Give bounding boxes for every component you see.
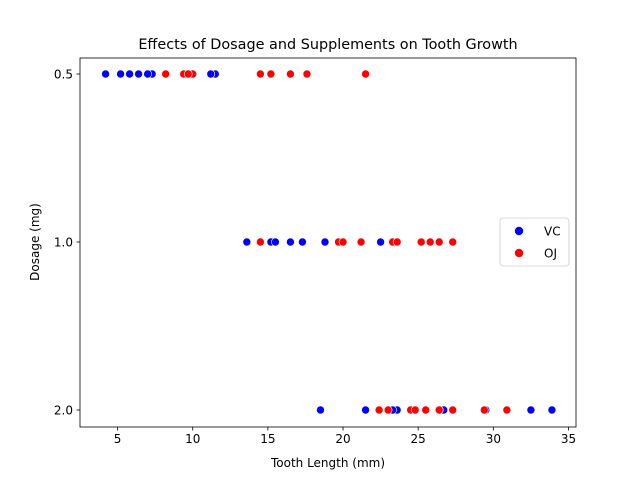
data-point-vc bbox=[298, 237, 307, 247]
data-point-oj bbox=[480, 405, 489, 415]
data-point-vc bbox=[316, 405, 325, 415]
data-point-vc bbox=[526, 405, 536, 415]
data-point-oj bbox=[374, 405, 384, 415]
data-point-vc bbox=[125, 69, 134, 79]
x-tick-label: 5 bbox=[114, 432, 122, 446]
axis-ticks: 5 10 15 20 25 30 35 0.5 1.0 2.0 bbox=[54, 68, 576, 447]
data-point-vc bbox=[206, 69, 216, 79]
x-tick-label: 20 bbox=[335, 432, 350, 446]
data-point-oj bbox=[361, 69, 370, 79]
data-point-oj bbox=[421, 405, 430, 415]
series-oj bbox=[161, 69, 512, 415]
data-point-oj bbox=[448, 405, 458, 415]
data-point-oj bbox=[256, 69, 265, 79]
data-point-oj bbox=[416, 237, 426, 247]
data-point-vc bbox=[116, 69, 125, 79]
data-point-oj bbox=[256, 237, 265, 247]
y-axis-label: Dosage (mg) bbox=[28, 203, 42, 281]
data-point-oj bbox=[434, 405, 444, 415]
data-point-vc bbox=[134, 69, 143, 79]
y-tick-label: 2.0 bbox=[54, 404, 73, 418]
x-tick-label: 15 bbox=[260, 432, 275, 446]
data-point-oj bbox=[183, 69, 193, 79]
data-point-oj bbox=[448, 237, 458, 247]
data-point-vc bbox=[547, 405, 557, 415]
chart-title: Effects of Dosage and Supplements on Too… bbox=[138, 37, 517, 53]
data-point-vc bbox=[376, 237, 385, 247]
x-tick-label: 35 bbox=[561, 432, 576, 446]
data-point-vc bbox=[242, 237, 252, 247]
data-points bbox=[101, 69, 557, 415]
data-point-oj bbox=[410, 405, 420, 415]
data-point-vc bbox=[320, 237, 330, 247]
x-tick-label: 25 bbox=[411, 432, 426, 446]
legend-label-oj: OJ bbox=[544, 247, 557, 261]
legend-label-vc: VC bbox=[544, 225, 561, 239]
data-point-oj bbox=[161, 69, 170, 79]
data-point-vc bbox=[143, 69, 152, 79]
legend-marker-oj bbox=[514, 248, 524, 258]
data-point-oj bbox=[302, 69, 312, 79]
data-point-vc bbox=[286, 237, 295, 247]
data-point-oj bbox=[266, 69, 276, 79]
plot-area-frame bbox=[79, 57, 577, 428]
data-point-oj bbox=[338, 237, 348, 247]
data-point-oj bbox=[356, 237, 366, 247]
x-axis-label: Tooth Length (mm) bbox=[270, 456, 385, 470]
data-point-oj bbox=[392, 237, 402, 247]
data-point-vc bbox=[101, 69, 110, 79]
data-point-oj bbox=[502, 405, 512, 415]
legend: VC OJ bbox=[499, 217, 570, 267]
y-tick-label: 1.0 bbox=[54, 236, 73, 250]
data-point-vc bbox=[361, 405, 370, 415]
data-point-oj bbox=[383, 405, 393, 415]
data-point-oj bbox=[286, 69, 295, 79]
data-point-oj bbox=[434, 237, 444, 247]
legend-marker-vc bbox=[514, 226, 524, 236]
data-point-vc bbox=[271, 237, 280, 247]
y-tick-label: 0.5 bbox=[54, 68, 73, 82]
x-tick-label: 30 bbox=[486, 432, 501, 446]
x-tick-label: 10 bbox=[185, 432, 200, 446]
data-point-oj bbox=[425, 237, 435, 247]
